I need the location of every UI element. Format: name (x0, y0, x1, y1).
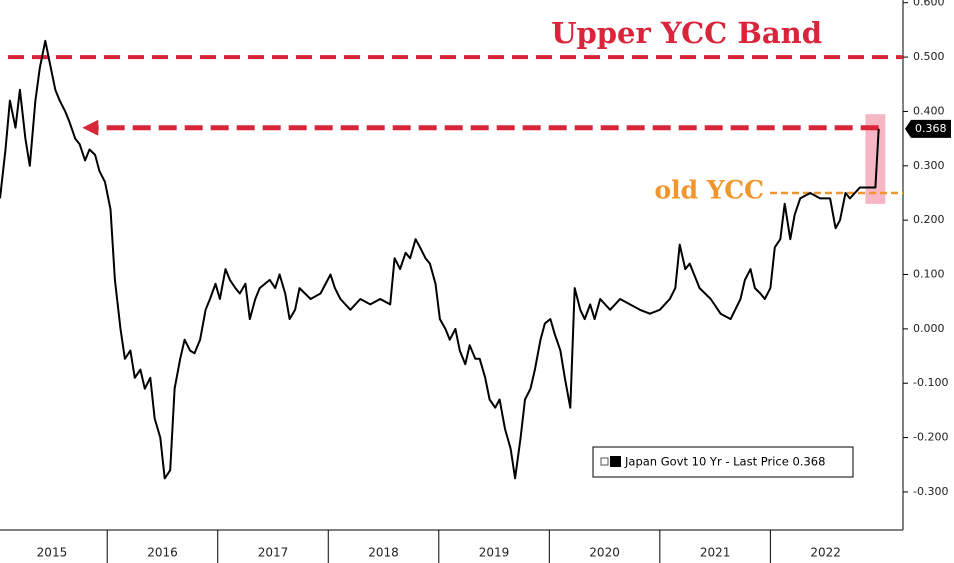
y-tick-label: -0.300 (913, 485, 948, 498)
last-value-tag (905, 119, 951, 138)
x-tick-label: 2020 (589, 546, 620, 560)
y-tick-label: 0.500 (913, 50, 945, 63)
annotation: Upper YCC Band (551, 16, 822, 50)
x-tick-label: 2019 (479, 546, 510, 560)
highlight-box (865, 114, 886, 204)
x-tick-label: 2022 (810, 546, 841, 560)
legend-box (592, 446, 854, 478)
y-tick-label: 0.200 (913, 213, 945, 226)
x-tick-label: 2021 (700, 546, 731, 560)
annotation: old YCC (654, 175, 764, 204)
legend-swatch (610, 456, 621, 467)
last-value-label: 0.368 (915, 122, 947, 135)
line-series (0, 39, 880, 480)
x-tick-label: 2018 (368, 546, 399, 560)
legend-icon (600, 457, 609, 466)
y-tick-label: 0.100 (913, 268, 945, 281)
y-tick-label: -0.100 (913, 376, 948, 389)
y-tick-label: -0.200 (913, 431, 948, 444)
y-tick-label: 0.400 (913, 104, 945, 117)
x-tick-label: 2016 (147, 546, 178, 560)
y-tick-label: 0.600 (913, 0, 945, 9)
legend-label: Japan Govt 10 Yr - Last Price 0.368 (624, 455, 825, 469)
x-tick-label: 2017 (258, 546, 289, 560)
x-tick-label: 2015 (37, 546, 68, 560)
y-tick-label: 0.000 (913, 322, 945, 335)
y-tick-label: 0.300 (913, 159, 945, 172)
